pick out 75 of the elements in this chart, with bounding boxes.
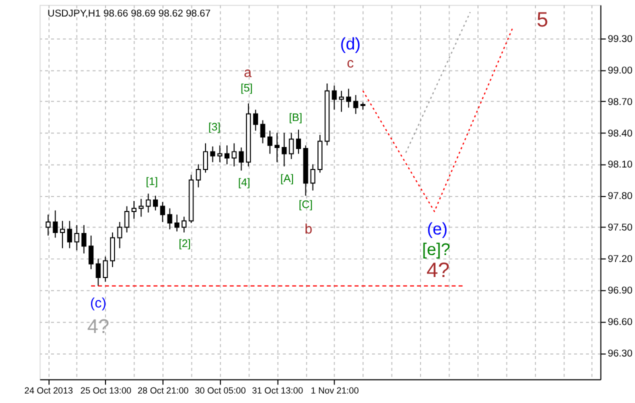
candlestick xyxy=(167,208,172,230)
annotation: 4? xyxy=(426,259,450,282)
annotation: b xyxy=(304,220,313,236)
candlestick xyxy=(288,132,294,160)
candlestick xyxy=(232,142,237,167)
candlestick xyxy=(338,90,344,112)
candlestick xyxy=(152,195,158,211)
x-tick-label: 25 Oct 13:00 xyxy=(80,386,132,396)
candlestick xyxy=(160,202,166,222)
annotation: (c) xyxy=(90,294,106,311)
candlestick xyxy=(174,214,180,232)
candlestick xyxy=(60,220,65,249)
candlestick xyxy=(182,216,187,233)
annotation: c xyxy=(346,54,354,71)
candlestick xyxy=(67,220,72,249)
candlestick xyxy=(88,235,94,270)
annotation: [e]? xyxy=(422,240,450,260)
x-tick-label: 28 Oct 21:00 xyxy=(138,386,189,396)
y-tick-label: 96.90 xyxy=(608,286,634,297)
annotation: [2] xyxy=(178,238,191,250)
candlestick xyxy=(96,258,101,286)
candlestick xyxy=(310,164,316,191)
annotation: [3] xyxy=(208,122,221,134)
x-tick-label: 30 Oct 05:00 xyxy=(194,386,246,396)
y-tick-label: 97.80 xyxy=(608,191,634,202)
y-tick-label: 98.40 xyxy=(608,128,634,140)
annotation: [1] xyxy=(146,176,158,188)
candlestick xyxy=(332,85,337,110)
candlestick xyxy=(267,130,272,154)
candlestick xyxy=(110,232,116,268)
candlestick xyxy=(217,144,222,163)
y-tick-label: 98.70 xyxy=(608,96,634,108)
candlestick xyxy=(117,221,122,249)
candlestick xyxy=(102,256,108,282)
y-tick-label: 96.30 xyxy=(608,348,634,360)
y-tick-label: 99.00 xyxy=(608,65,634,76)
candlestick xyxy=(238,146,244,172)
candlestick xyxy=(74,224,80,251)
annotation: 4? xyxy=(87,316,110,338)
candlestick xyxy=(274,132,280,163)
candlestick xyxy=(146,193,151,214)
annotation: [C] xyxy=(298,199,313,212)
candlestick xyxy=(253,109,258,132)
candlestick xyxy=(52,210,58,238)
x-tick-label: 24 Oct 2013 xyxy=(24,386,73,396)
candlestick xyxy=(260,120,266,144)
candlestick xyxy=(124,206,130,233)
y-tick-label: 98.10 xyxy=(608,160,634,171)
y-tick-label: 96.60 xyxy=(608,317,634,328)
y-tick-label: 99.30 xyxy=(608,34,634,45)
candlestick xyxy=(132,200,136,220)
annotation: 5 xyxy=(536,8,548,32)
annotation: (d) xyxy=(340,34,361,54)
y-tick-label: 97.20 xyxy=(608,254,634,266)
x-tick-label: 1 Nov 21:00 xyxy=(310,386,359,396)
candlestick xyxy=(296,129,301,154)
candlestick xyxy=(210,146,216,163)
candlestick xyxy=(203,142,208,174)
candlestick xyxy=(138,198,144,218)
candlestick xyxy=(353,94,358,114)
x-tick-label: 31 Oct 13:00 xyxy=(252,386,304,396)
y-tick-label: 97.50 xyxy=(608,222,634,234)
annotation: a xyxy=(244,64,252,80)
annotation: [B] xyxy=(289,112,302,124)
candlestick xyxy=(196,164,201,188)
candlestick xyxy=(46,214,51,236)
candlestick xyxy=(282,132,287,167)
annotation: [5] xyxy=(240,82,253,95)
candlestick xyxy=(224,144,230,165)
candlestick xyxy=(346,88,352,108)
candlestick xyxy=(81,224,86,254)
annotation: (e) xyxy=(427,219,448,238)
annotation: [A] xyxy=(280,172,294,185)
chart-title: USDJPY,H1 98.66 98.69 98.62 98.67 xyxy=(48,8,211,20)
annotation: [4] xyxy=(238,177,250,190)
